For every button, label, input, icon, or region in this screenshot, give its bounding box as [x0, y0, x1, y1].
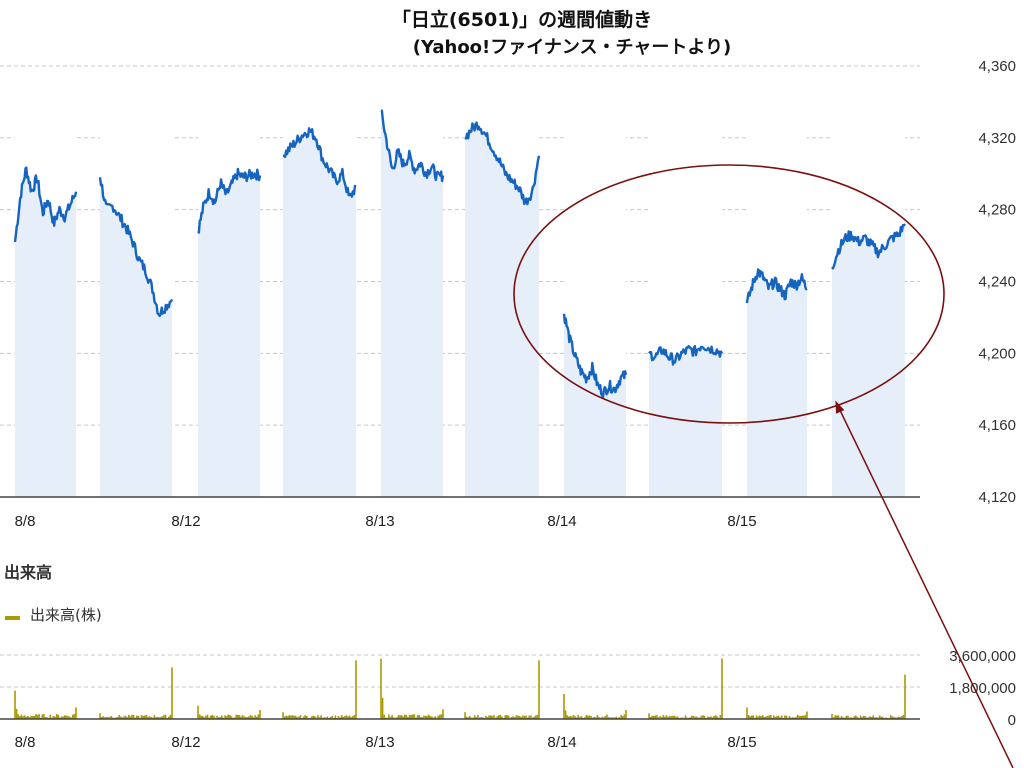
price-line-session: [562, 313, 628, 399]
price-line-session: [464, 121, 541, 206]
volume-y-tick-label: 1,800,000: [949, 680, 1016, 697]
price-line-session: [380, 109, 445, 183]
annotation-ellipse: [513, 164, 945, 424]
volume-x-tick-label: 8/13: [365, 734, 394, 751]
volume-legend-label: 出来高(株): [30, 606, 102, 624]
price-line-session: [648, 344, 724, 366]
price-area-mask: [465, 78, 539, 205]
price-line-session: [831, 223, 906, 270]
price-line-session: [197, 167, 262, 234]
volume-x-tick-label: 8/8: [15, 734, 36, 751]
price-line-session: [282, 127, 357, 198]
price-area-mask: [15, 78, 76, 242]
annotation-arrow-line: [835, 401, 1014, 768]
price-area-mask: [100, 78, 172, 316]
volume-y-tick-label: 0: [1008, 712, 1016, 729]
price-y-tick-label: 4,240: [978, 273, 1016, 290]
price-y-tick-label: 4,200: [978, 345, 1016, 362]
price-y-tick-label: 4,320: [978, 130, 1016, 147]
volume-grid: [0, 654, 920, 688]
volume-legend-swatch: [5, 616, 20, 620]
price-line-session: [745, 268, 808, 304]
volume-y-tick-label: 3,600,000: [949, 648, 1016, 665]
volume-section-title: 出来高: [4, 563, 52, 582]
price-x-tick-label: 8/15: [727, 513, 756, 530]
volume-x-tick-labels: 8/8 8/12 8/13 8/14 8/15: [15, 734, 757, 751]
volume-x-tick-label: 8/15: [727, 734, 756, 751]
price-x-tick-label: 8/14: [547, 513, 576, 530]
price-x-tick-label: 8/13: [365, 513, 394, 530]
volume-x-tick-label: 8/14: [547, 734, 576, 751]
price-area-mask: [283, 78, 356, 197]
price-y-tick-labels: 4,120 4,160 4,200 4,240 4,280 4,320 4,360: [978, 58, 1016, 506]
price-y-tick-label: 4,120: [978, 489, 1016, 506]
price-x-tick-label: 8/8: [15, 513, 36, 530]
price-y-tick-label: 4,160: [978, 417, 1016, 434]
annotation-arrow-head: [835, 400, 845, 414]
chart-subtitle: (Yahoo!ファイナンス・チャートより): [413, 37, 731, 58]
volume-x-tick-label: 8/12: [171, 734, 200, 751]
price-line-session: [98, 177, 174, 318]
price-x-tick-label: 8/12: [171, 513, 200, 530]
price-x-tick-labels: 8/8 8/12 8/13 8/14 8/15: [15, 513, 757, 530]
price-line-session: [13, 166, 78, 243]
price-area-mask: [832, 78, 905, 269]
chart-title: 「日立(6501)」の週間値動き: [392, 8, 652, 31]
price-area-mask: [198, 78, 260, 233]
price-area-mask: [649, 78, 722, 365]
price-y-tick-label: 4,280: [978, 202, 1016, 219]
volume-bars: [14, 658, 906, 719]
price-y-tick-label: 4,360: [978, 58, 1016, 75]
volume-y-tick-labels: 0 1,800,000 3,600,000: [949, 648, 1016, 729]
price-area-mask: [564, 78, 626, 398]
price-area-mask: [747, 78, 807, 303]
price-lines: [13, 109, 906, 399]
price-area-mask: [381, 78, 443, 181]
